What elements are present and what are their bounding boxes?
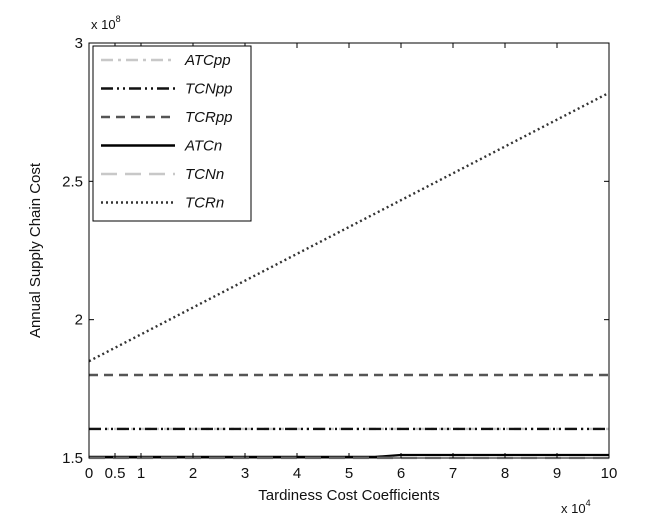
legend: ATCpp TCNpp TCRpp ATCn TCNn TCRn (92, 45, 252, 222)
legend-label-atcpp: ATCpp (184, 52, 231, 69)
y-tick-label: 2.5 (62, 173, 83, 190)
legend-label-tcnpp: TCNpp (185, 81, 233, 98)
y-axis-ticks: 1.5 2 2.5 3 (62, 35, 609, 467)
legend-box (92, 45, 252, 222)
x-tick-label: 0 (85, 465, 93, 482)
y-tick-label: 1.5 (62, 450, 83, 467)
y-tick-label: 3 (75, 35, 83, 52)
x-tick-label: 6 (397, 465, 405, 482)
x-tick-label: 0.5 (105, 465, 126, 482)
x-tick-label: 2 (189, 465, 197, 482)
y-axis-multiplier: x 108 (91, 14, 121, 32)
x-tick-label: 9 (553, 465, 561, 482)
legend-label-tcnn: TCNn (185, 166, 224, 183)
x-tick-label: 7 (449, 465, 457, 482)
legend-label-tcrn: TCRn (185, 195, 224, 212)
x-tick-label: 8 (501, 465, 509, 482)
x-tick-label: 4 (293, 465, 301, 482)
x-tick-label: 10 (601, 465, 618, 482)
x-tick-label: 1 (137, 465, 145, 482)
x-axis-multiplier: x 104 (561, 498, 591, 516)
x-tick-label: 3 (241, 465, 249, 482)
y-tick-label: 2 (75, 312, 83, 329)
legend-label-atcn: ATCn (184, 138, 222, 155)
legend-label-tcrpp: TCRpp (185, 109, 233, 126)
x-axis-title: Tardiness Cost Coefficients (258, 487, 439, 504)
x-tick-label: 5 (345, 465, 353, 482)
y-axis-title: Annual Supply Chain Cost (27, 162, 44, 338)
